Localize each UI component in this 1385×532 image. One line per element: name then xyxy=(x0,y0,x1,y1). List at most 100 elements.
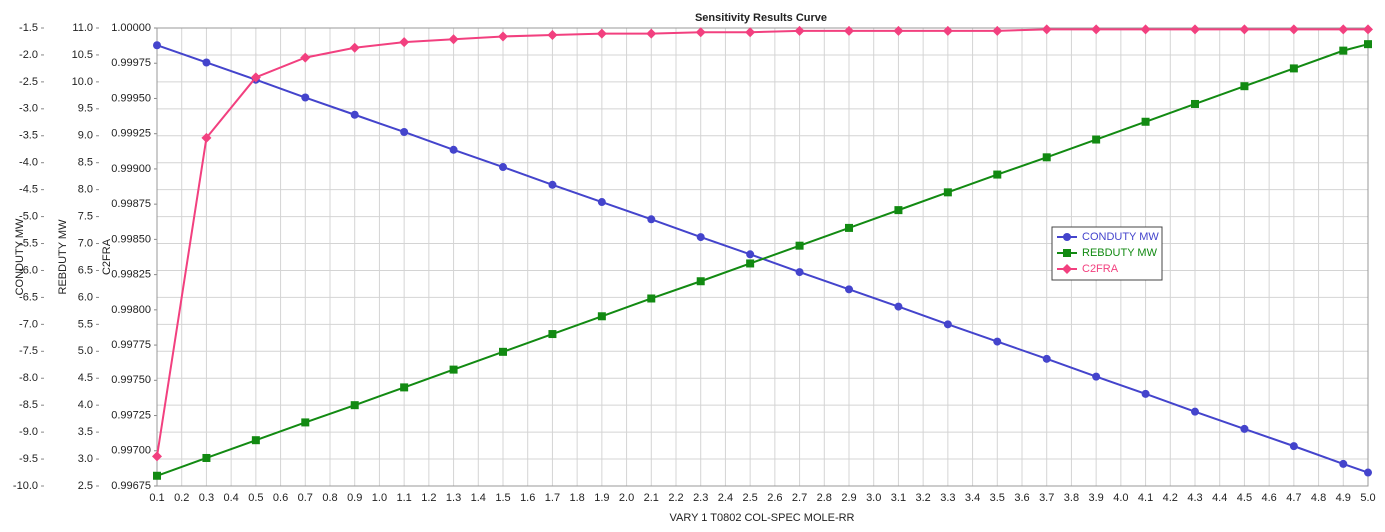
marker xyxy=(1191,407,1199,416)
marker xyxy=(300,52,311,63)
marker xyxy=(597,198,606,207)
y3-tick-label: 1.00000 xyxy=(111,22,151,34)
marker xyxy=(400,383,409,392)
x-tick-label: 2.9 xyxy=(841,492,856,504)
marker xyxy=(795,268,804,277)
y2-tick-label: 10.0 xyxy=(72,76,93,88)
marker xyxy=(1289,442,1298,451)
y2-tick-label: 3.5 xyxy=(78,426,93,438)
marker xyxy=(499,163,507,172)
marker xyxy=(646,28,657,39)
marker xyxy=(943,188,952,197)
marker xyxy=(202,58,211,67)
marker xyxy=(696,233,705,242)
x-tick-label: 4.6 xyxy=(1261,492,1276,504)
y-tick-label: -7.0 xyxy=(19,318,38,330)
marker xyxy=(1041,24,1052,35)
marker xyxy=(548,330,557,339)
marker xyxy=(1092,135,1101,144)
y2-tick-label: 6.0 xyxy=(78,291,93,303)
y3-tick-label: 0.99900 xyxy=(111,163,151,175)
legend-label: C2FRA xyxy=(1082,263,1119,275)
x-tick-label: 4.8 xyxy=(1311,492,1326,504)
marker xyxy=(993,337,1002,346)
y2-tick-label: 7.5 xyxy=(78,210,93,222)
x-tick-label: 1.2 xyxy=(421,492,436,504)
x-tick-label: 3.4 xyxy=(965,492,980,504)
x-tick-label: 4.2 xyxy=(1163,492,1178,504)
y3-tick-label: 0.99800 xyxy=(111,304,151,316)
y-axis-title: CONDUTY MW xyxy=(14,218,26,295)
marker xyxy=(845,285,853,294)
marker xyxy=(250,72,261,83)
marker xyxy=(1140,24,1151,35)
marker xyxy=(1190,24,1200,35)
x-tick-label: 0.7 xyxy=(298,492,313,504)
y2-tick-label: 9.0 xyxy=(78,130,93,142)
marker xyxy=(1063,233,1071,241)
marker xyxy=(647,215,656,224)
marker xyxy=(1191,99,1199,108)
x-tick-label: 3.2 xyxy=(915,492,930,504)
marker xyxy=(449,365,458,374)
marker xyxy=(1042,354,1051,363)
marker xyxy=(1339,46,1348,55)
marker xyxy=(1288,24,1299,35)
marker xyxy=(251,436,260,445)
y3-tick-label: 0.99875 xyxy=(111,198,151,210)
marker xyxy=(1063,249,1071,257)
y3-tick-label: 0.99975 xyxy=(111,57,151,69)
marker xyxy=(301,418,310,427)
marker xyxy=(1141,117,1150,126)
y2-tick-label: 4.0 xyxy=(78,399,93,411)
marker xyxy=(695,27,706,38)
y-tick-label: -5.5 xyxy=(19,237,38,249)
y2-axis-title: REBDUTY MW xyxy=(57,219,69,295)
marker xyxy=(399,37,410,48)
y-tick-label: -2.0 xyxy=(19,49,38,61)
x-tick-label: 0.5 xyxy=(248,492,263,504)
x-tick-label: 4.4 xyxy=(1212,492,1227,504)
x-tick-label: 2.5 xyxy=(742,492,757,504)
marker xyxy=(547,30,558,41)
marker xyxy=(746,259,755,268)
marker xyxy=(1338,24,1349,35)
x-tick-label: 1.4 xyxy=(471,492,486,504)
marker xyxy=(993,170,1002,179)
x-tick-label: 3.7 xyxy=(1039,492,1054,504)
plot-frame xyxy=(156,27,1369,487)
x-tick-label: 1.8 xyxy=(569,492,584,504)
x-tick-label: 1.0 xyxy=(372,492,387,504)
marker xyxy=(894,206,903,215)
y-tick-label: -9.0 xyxy=(19,426,38,438)
marker xyxy=(844,25,854,36)
y3-axis-title: C2FRA xyxy=(101,238,113,275)
y2-tick-label: 11.0 xyxy=(72,22,93,34)
y3-tick-label: 0.99750 xyxy=(111,374,151,386)
y3-tick-label: 0.99950 xyxy=(111,92,151,104)
x-tick-label: 1.1 xyxy=(396,492,411,504)
x-tick-label: 5.0 xyxy=(1360,492,1375,504)
x-tick-label: 3.0 xyxy=(866,492,881,504)
y-tick-label: -4.0 xyxy=(19,157,38,169)
series-line xyxy=(156,28,1368,457)
marker xyxy=(795,241,804,250)
x-tick-label: 4.5 xyxy=(1237,492,1252,504)
marker xyxy=(746,250,755,259)
y3-tick-label: 0.99775 xyxy=(111,339,151,351)
y2-tick-label: 3.0 xyxy=(78,453,93,465)
x-tick-label: 2.0 xyxy=(619,492,634,504)
x-tick-label: 2.2 xyxy=(668,492,683,504)
x-tick-label: 4.9 xyxy=(1336,492,1351,504)
marker xyxy=(350,401,359,410)
y2-tick-label: 5.0 xyxy=(78,345,93,357)
marker xyxy=(449,145,458,154)
marker xyxy=(1240,424,1249,433)
marker xyxy=(893,25,904,36)
y-tick-label: -6.5 xyxy=(19,291,38,303)
x-tick-label: 0.9 xyxy=(347,492,362,504)
x-tick-label: 3.8 xyxy=(1064,492,1079,504)
x-tick-label: 2.1 xyxy=(644,492,659,504)
x-tick-label: 3.1 xyxy=(891,492,906,504)
marker xyxy=(894,302,903,311)
